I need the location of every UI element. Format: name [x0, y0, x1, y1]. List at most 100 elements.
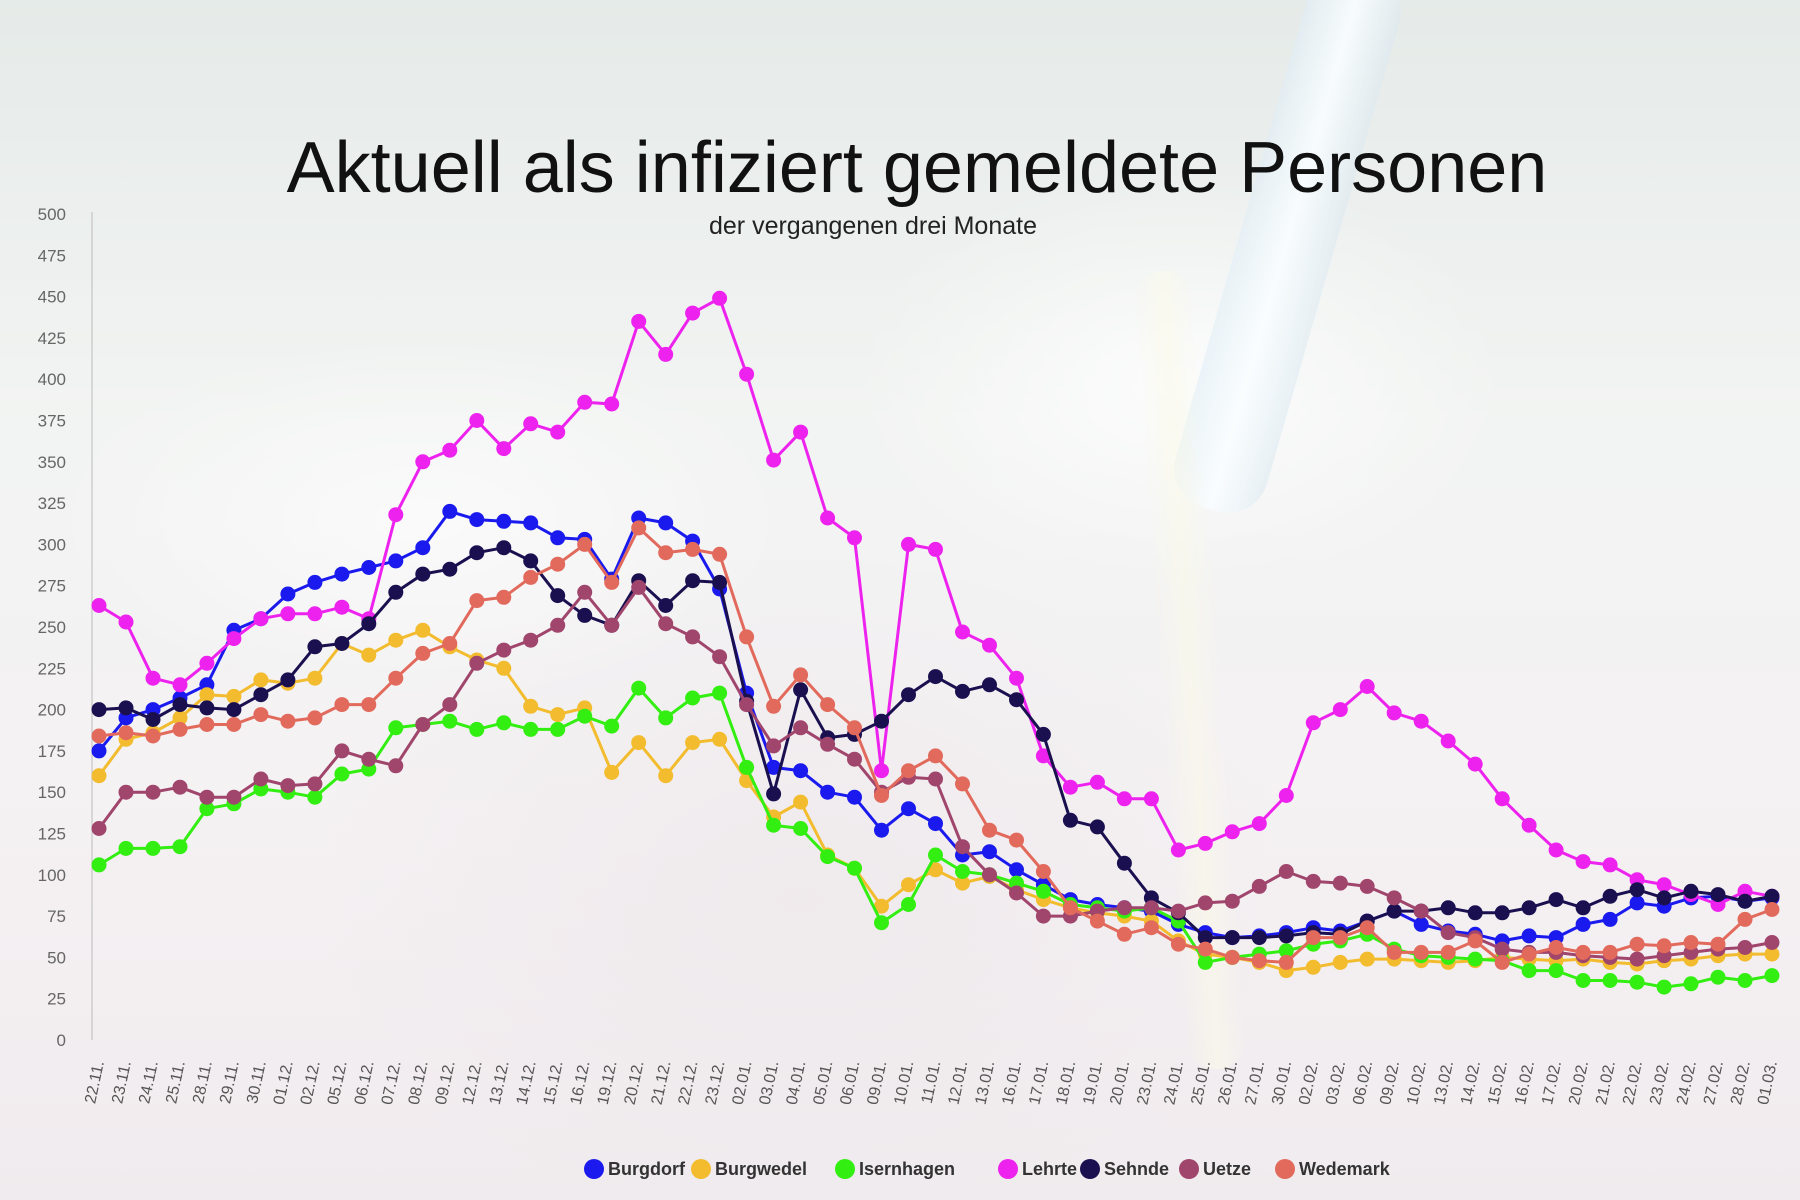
data-point-sehnde: [550, 588, 566, 604]
data-point-sehnde: [1494, 905, 1510, 921]
data-point-burgdorf: [280, 586, 296, 602]
legend: Burgdorf Burgwedel Isernhagen Lehrte Sehnde U…: [584, 1159, 1391, 1179]
data-point-sehnde: [280, 672, 296, 688]
data-point-burgdorf: [766, 759, 782, 775]
data-point-uetze: [739, 697, 755, 713]
data-point-lehrte: [1548, 842, 1564, 858]
y-tick-label: 250: [38, 618, 66, 637]
legend-item-uetze: Uetze: [1179, 1159, 1251, 1179]
data-point-wedemark: [955, 776, 970, 792]
data-point-uetze: [550, 617, 566, 633]
data-point-wedemark: [1629, 936, 1645, 952]
x-tick-label: 06.12.: [352, 1059, 378, 1106]
data-point-wedemark: [361, 697, 377, 713]
data-point-wedemark: [1656, 938, 1672, 954]
data-point-uetze: [1737, 940, 1753, 955]
data-point-uetze: [1197, 895, 1213, 911]
data-point-sehnde: [1575, 900, 1591, 916]
data-point-isernhagen: [1764, 968, 1780, 984]
data-point-wedemark: [1009, 832, 1024, 848]
data-point-uetze: [1116, 900, 1132, 916]
data-point-lehrte: [388, 507, 404, 523]
series-lines: [91, 290, 1780, 995]
data-point-sehnde: [1737, 893, 1753, 909]
data-point-uetze: [766, 738, 782, 754]
data-point-uetze: [577, 584, 593, 600]
data-point-lehrte: [712, 290, 728, 306]
x-tick-label: 01.12.: [271, 1059, 297, 1106]
data-point-wedemark: [1467, 933, 1483, 949]
y-tick-label: 100: [38, 866, 66, 885]
data-point-lehrte: [1305, 715, 1321, 731]
data-point-lehrte: [1278, 788, 1294, 803]
legend-marker: [998, 1159, 1018, 1179]
legend-label: Wedemark: [1299, 1159, 1391, 1179]
legend-label: Burgdorf: [608, 1159, 686, 1179]
legend-label: Lehrte: [1022, 1159, 1077, 1179]
data-point-wedemark: [1224, 949, 1240, 965]
x-tick-label: 02.12.: [298, 1059, 324, 1106]
data-point-isernhagen: [550, 721, 566, 737]
data-point-wedemark: [1143, 920, 1159, 936]
data-point-wedemark: [199, 717, 215, 732]
x-tick-label: 12.12.: [460, 1059, 486, 1106]
data-point-uetze: [847, 751, 862, 767]
data-point-uetze: [253, 771, 269, 787]
data-point-burgwedel: [253, 672, 269, 688]
data-point-lehrte: [928, 541, 943, 557]
x-tick-label: 12.01.: [946, 1059, 972, 1106]
data-point-burgdorf: [91, 743, 107, 759]
data-point-wedemark: [388, 670, 404, 686]
data-point-uetze: [388, 758, 404, 774]
data-point-uetze: [307, 776, 323, 792]
data-point-burgdorf: [1413, 916, 1429, 932]
data-point-lehrte: [172, 677, 188, 693]
data-point-lehrte: [874, 763, 889, 779]
y-axis-ticks: 0 25 50 75 100 125 150 175 200 225 250 275 300 325 350…: [38, 205, 66, 1050]
data-point-uetze: [1440, 925, 1456, 941]
legend-item-burgdorf: Burgdorf: [584, 1159, 686, 1179]
legend-item-sehnde: Sehnde: [1080, 1159, 1169, 1179]
series-uetze: [91, 579, 1780, 967]
data-point-wedemark: [496, 589, 512, 605]
x-tick-label: 17.02.: [1539, 1059, 1565, 1106]
data-point-burgdorf: [847, 789, 862, 805]
data-point-wedemark: [307, 710, 323, 726]
y-tick-label: 275: [38, 577, 66, 596]
data-point-uetze: [793, 720, 809, 736]
data-point-burgdorf: [1629, 895, 1645, 911]
x-tick-label: 08.12.: [406, 1059, 432, 1106]
data-point-isernhagen: [604, 718, 620, 734]
data-point-uetze: [1278, 864, 1294, 879]
data-point-sehnde: [955, 683, 970, 699]
y-tick-label: 425: [38, 329, 66, 348]
data-point-wedemark: [1413, 944, 1429, 960]
data-point-sehnde: [172, 697, 188, 713]
data-point-isernhagen: [712, 685, 728, 701]
data-point-uetze: [442, 697, 458, 713]
data-point-wedemark: [172, 721, 188, 737]
legend-marker: [835, 1159, 855, 1179]
data-point-sehnde: [1062, 812, 1078, 828]
data-point-burgwedel: [226, 688, 242, 704]
series-line-wedemark: [98, 526, 1773, 964]
y-tick-label: 500: [38, 205, 66, 224]
data-point-lehrte: [1413, 713, 1429, 729]
data-point-uetze: [685, 629, 701, 645]
data-point-uetze: [496, 642, 512, 658]
data-point-sehnde: [523, 553, 539, 569]
data-point-lehrte: [955, 624, 970, 640]
data-point-isernhagen: [739, 759, 755, 775]
data-point-isernhagen: [523, 721, 539, 737]
data-point-wedemark: [901, 763, 916, 779]
y-tick-label: 225: [38, 659, 66, 678]
data-point-sehnde: [928, 669, 943, 685]
data-point-lehrte: [145, 670, 161, 686]
data-point-sehnde: [1683, 883, 1699, 899]
data-point-lehrte: [604, 396, 620, 412]
data-point-burgwedel: [307, 670, 323, 686]
y-tick-label: 400: [38, 370, 66, 389]
data-point-uetze: [1629, 951, 1645, 967]
data-point-burgwedel: [793, 794, 809, 810]
data-point-wedemark: [1521, 946, 1537, 962]
